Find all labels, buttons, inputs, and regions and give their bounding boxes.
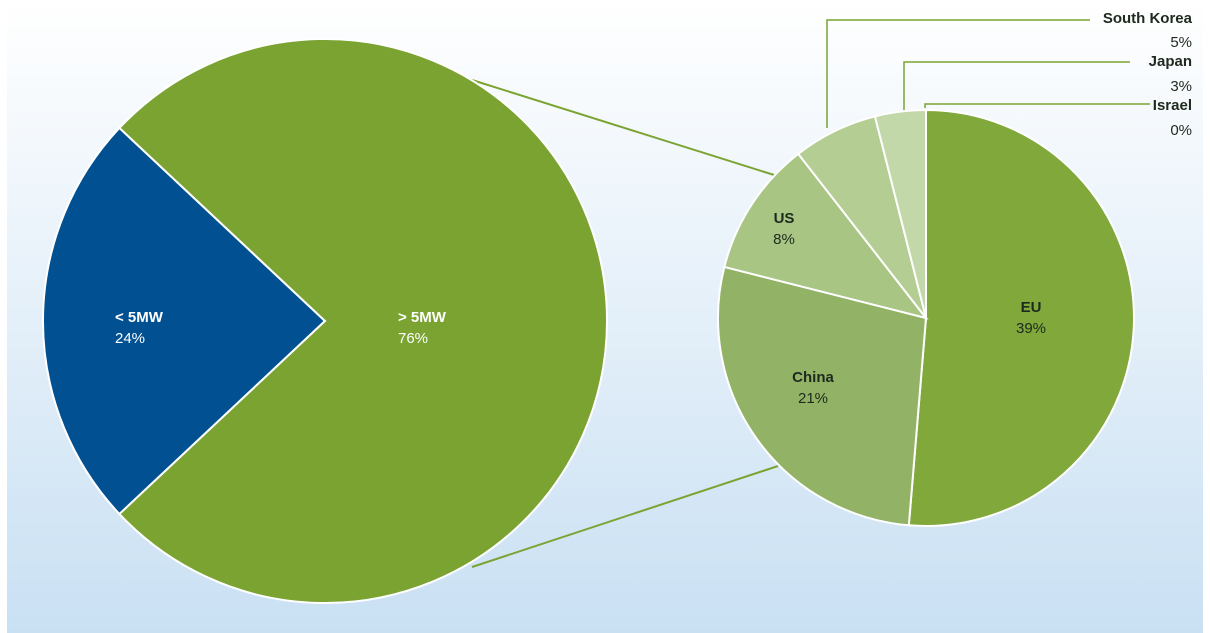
label-japan-name: Japan bbox=[1149, 53, 1192, 70]
leader-south-korea bbox=[826, 19, 1090, 128]
label-eu-name: EU bbox=[1021, 299, 1042, 316]
label-china-name: China bbox=[792, 369, 834, 386]
main-pie-slice-5mw bbox=[42, 126, 327, 516]
label-eu-value: 39% bbox=[1016, 320, 1046, 337]
connector-line-bottom bbox=[471, 465, 779, 568]
connector-line-top bbox=[471, 79, 791, 181]
secondary-pie-slice-eu bbox=[907, 108, 1135, 527]
label-us-value: 8% bbox=[773, 231, 795, 248]
secondary-pie-slice-china bbox=[717, 265, 928, 527]
label-south-korea-value: 5% bbox=[1170, 34, 1192, 51]
label-israel-name: Israel bbox=[1153, 97, 1192, 114]
label-gt5mw-value: 76% bbox=[398, 330, 428, 347]
main-pie-slice-5mw bbox=[118, 38, 608, 604]
leader-lines bbox=[826, 19, 1150, 128]
main-pie bbox=[42, 38, 608, 604]
label-china-value: 21% bbox=[798, 390, 828, 407]
secondary-pie-slice-japan bbox=[873, 108, 927, 319]
leader-japan bbox=[903, 61, 1130, 110]
label-gt5mw-name: > 5MW bbox=[398, 309, 447, 326]
label-lt5mw-value: 24% bbox=[115, 330, 145, 347]
label-israel-value: 0% bbox=[1170, 122, 1192, 139]
label-us-name: US bbox=[774, 210, 795, 227]
secondary-pie bbox=[717, 108, 1135, 527]
leader-israel bbox=[924, 103, 1150, 108]
label-japan-value: 3% bbox=[1170, 78, 1192, 95]
label-south-korea-name: South Korea bbox=[1103, 10, 1193, 27]
label-lt5mw-name: < 5MW bbox=[115, 309, 164, 326]
secondary-pie-slice-us bbox=[723, 152, 929, 320]
